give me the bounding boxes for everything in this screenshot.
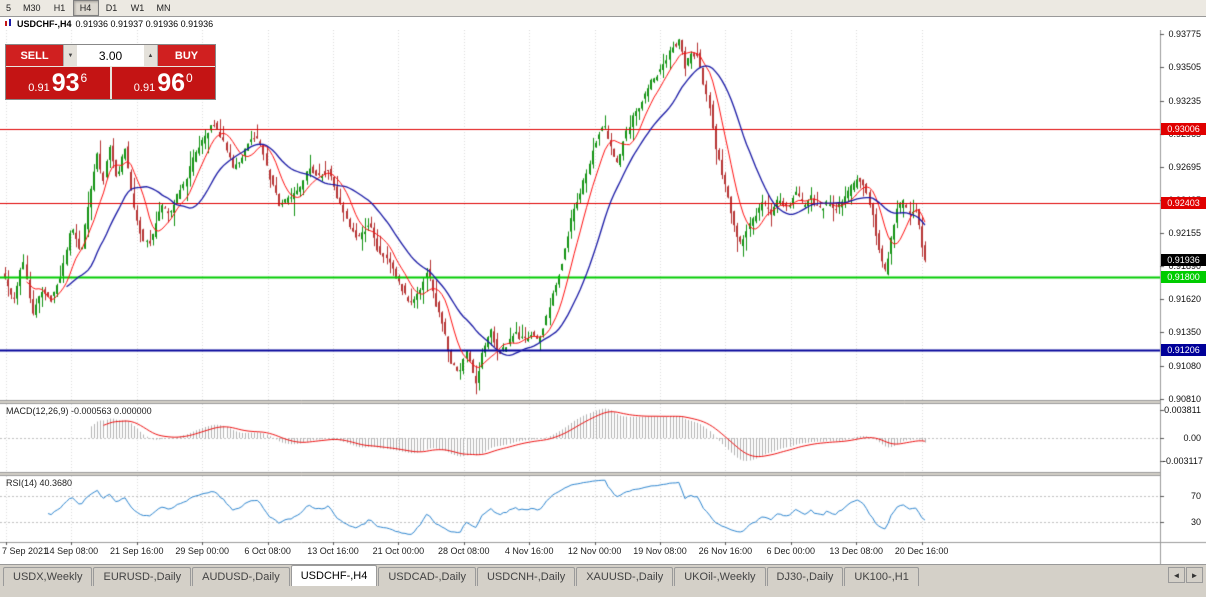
chart-icon [4,19,13,28]
chart-tab[interactable]: USDCNH-,Daily [476,567,576,586]
volume-decrease-button[interactable]: ▼ [64,45,77,66]
tab-scroll-controls: ◄ ► [1168,567,1203,583]
macd-title: MACD(12,26,9) -0.000563 0.000000 [6,406,152,416]
chart-tab[interactable]: AUDUSD-,Daily [192,567,290,586]
chart-symbol-period: USDCHF-,H4 [17,18,72,29]
timeframe-button[interactable]: H1 [47,0,73,16]
buy-price-point: 0 [186,70,193,85]
chart-tabs: USDX,Weekly EURUSD-,Daily AUDUSD-,Daily USD… [3,565,920,586]
chart-window: USDCHF-,H4 0.91936 0.91937 0.91936 0.919… [0,17,1206,564]
chart-tab[interactable]: UK100-,H1 [844,567,919,586]
current-price-label: 0.91936 [1161,254,1206,267]
sell-price-point: 6 [80,70,88,85]
chart-tab[interactable]: UKOil-,Weekly [674,567,766,586]
buy-price-base: 0.91 [133,81,156,94]
volume-input[interactable] [77,45,144,66]
buy-price-pips: 96 [157,69,186,97]
chart-tab[interactable]: USDX,Weekly [3,567,93,586]
sell-price-pips: 93 [51,69,80,97]
chart-area[interactable]: 0.93775 0.93505 0.93235 0.92965 0.92695 0.924… [0,29,1206,564]
chart-ohlc-values: 0.91936 0.91937 0.91936 0.91936 [75,18,214,29]
chart-tab[interactable]: EURUSD-,Daily [93,567,192,586]
timeframe-button[interactable]: 5 [0,0,17,16]
tabs-scroll-right-button[interactable]: ► [1186,567,1203,583]
volume-control: ▼ ▲ [63,45,158,66]
timeframe-toolbar: 5 M30 H1 H4 D1 W1 MN [0,0,1206,17]
status-strip [0,586,1206,597]
chart-tab[interactable]: USDCAD-,Daily [378,567,476,586]
rsi-title: RSI(14) 40.3680 [6,478,73,488]
chart-tab[interactable]: XAUUSD-,Daily [576,567,674,586]
timeframe-button[interactable]: H4 [72,0,99,16]
chart-tabbar: USDX,Weekly EURUSD-,Daily AUDUSD-,Daily USD… [0,564,1206,586]
timeframe-button[interactable]: M30 [17,0,47,16]
timeframe-buttons: 5 M30 H1 H4 D1 W1 MN [0,0,177,16]
chart-tab[interactable]: DJ30-,Daily [766,567,844,586]
sell-button[interactable]: SELL [6,45,63,66]
volume-increase-button[interactable]: ▲ [144,45,157,66]
chart-titlebar: USDCHF-,H4 0.91936 0.91937 0.91936 0.919… [0,17,1206,30]
timeframe-button[interactable]: W1 [125,0,151,16]
chart-tab[interactable]: USDCHF-,H4 [290,565,378,586]
chart-canvas[interactable] [0,30,1206,564]
sell-price-base: 0.91 [28,81,50,94]
timeframe-button[interactable]: D1 [99,0,125,16]
sell-price-display[interactable]: 0.91 93 6 [6,67,110,99]
timeframe-button[interactable]: MN [151,0,177,16]
buy-price-display[interactable]: 0.91 96 0 [111,67,215,99]
tabs-scroll-left-button[interactable]: ◄ [1168,567,1185,583]
buy-button[interactable]: BUY [158,45,215,66]
